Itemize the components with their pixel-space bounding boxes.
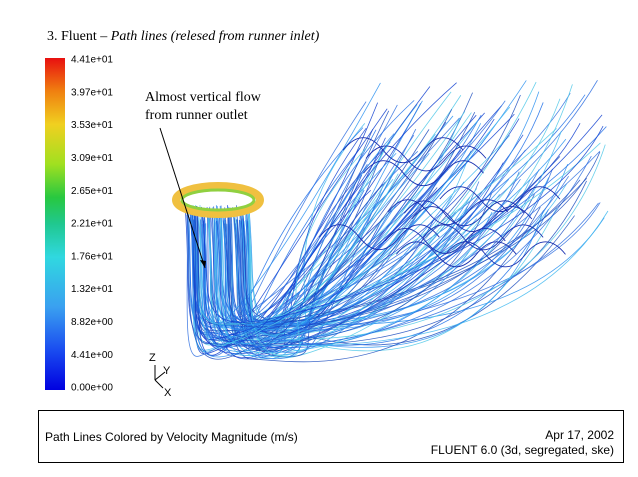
- runner-inner: [180, 188, 256, 212]
- colorbar-labels: 4.41e+01 3.97e+01 3.53e+01 3.09e+01 2.65e+01…: [71, 55, 113, 394]
- axis-y: Y: [163, 365, 171, 377]
- path-line: [201, 125, 604, 323]
- colorbar-label: 3.09e+01: [71, 153, 113, 164]
- path-line: [207, 100, 415, 347]
- path-line: [236, 150, 601, 341]
- title: 3. Fluent – Path lines (relesed from run…: [47, 29, 320, 44]
- path-line: [248, 147, 367, 358]
- path-swirl: [365, 145, 487, 172]
- path-swirl: [395, 241, 517, 268]
- colorbar-label: 3.97e+01: [71, 87, 113, 98]
- path-line: [196, 194, 535, 331]
- path-line: [194, 193, 492, 346]
- axis-z: Z: [149, 352, 156, 364]
- path-line: [232, 133, 395, 352]
- path-line: [246, 186, 536, 349]
- path-lines: [185, 80, 609, 363]
- runner-ring: [172, 182, 264, 218]
- path-swirl: [342, 137, 464, 164]
- path-line: [230, 121, 447, 350]
- axes-triad: [154, 365, 166, 389]
- colorbar-label: 2.65e+01: [71, 186, 113, 197]
- footer-version: FLUENT 6.0 (3d, segregated, ske): [431, 443, 614, 457]
- colorbar-label: 2.21e+01: [71, 219, 113, 230]
- path-line: [236, 156, 561, 352]
- axis-x: X: [164, 387, 172, 399]
- path-line: [215, 152, 430, 338]
- path-swirl: [363, 160, 484, 187]
- path-line: [191, 177, 550, 331]
- path-line: [194, 142, 601, 326]
- footer-date: Apr 17, 2002: [545, 428, 614, 442]
- path-line: [241, 106, 511, 336]
- colorbar-label: 1.32e+01: [71, 284, 113, 295]
- path-line: [227, 206, 541, 363]
- path-line: [194, 207, 392, 348]
- path-swirl: [387, 199, 509, 226]
- path-line: [215, 102, 544, 348]
- colorbar-label: 3.53e+01: [71, 120, 113, 131]
- colorbar: [45, 58, 65, 390]
- arrow-head: [200, 260, 206, 268]
- path-line: [224, 94, 521, 328]
- path-swirl: [422, 224, 544, 251]
- path-line: [193, 118, 520, 340]
- colorbar-label: 4.41e+01: [71, 55, 113, 66]
- path-swirl: [411, 206, 533, 232]
- colorbar-label: 1.76e+01: [71, 251, 113, 262]
- annotation-line: from runner outlet: [145, 108, 248, 123]
- annotation-line: Almost vertical flow: [145, 90, 262, 105]
- annotation-arrow: [159, 127, 206, 269]
- colorbar-label: 4.41e+00: [71, 350, 113, 361]
- path-swirl: [384, 227, 506, 254]
- path-line: [211, 122, 581, 347]
- path-line: [187, 109, 453, 360]
- title-number: 3. Fluent –: [47, 29, 108, 44]
- path-line: [199, 212, 456, 357]
- footer-caption: Path Lines Colored by Velocity Magnitude…: [45, 430, 298, 444]
- path-line: [223, 131, 491, 326]
- path-line: [230, 175, 569, 332]
- path-swirl: [445, 241, 566, 268]
- path-swirl: [403, 200, 525, 227]
- title-subtitle: Path lines (relesed from runner inlet): [110, 29, 320, 44]
- colorbar-label: 8.82e+00: [71, 317, 113, 328]
- path-line: [241, 187, 438, 322]
- path-swirl: [318, 224, 440, 251]
- colorbar-label: 0.00e+00: [71, 383, 113, 394]
- path-line: [249, 84, 573, 359]
- footer-box: [38, 410, 624, 463]
- path-swirl: [439, 186, 561, 213]
